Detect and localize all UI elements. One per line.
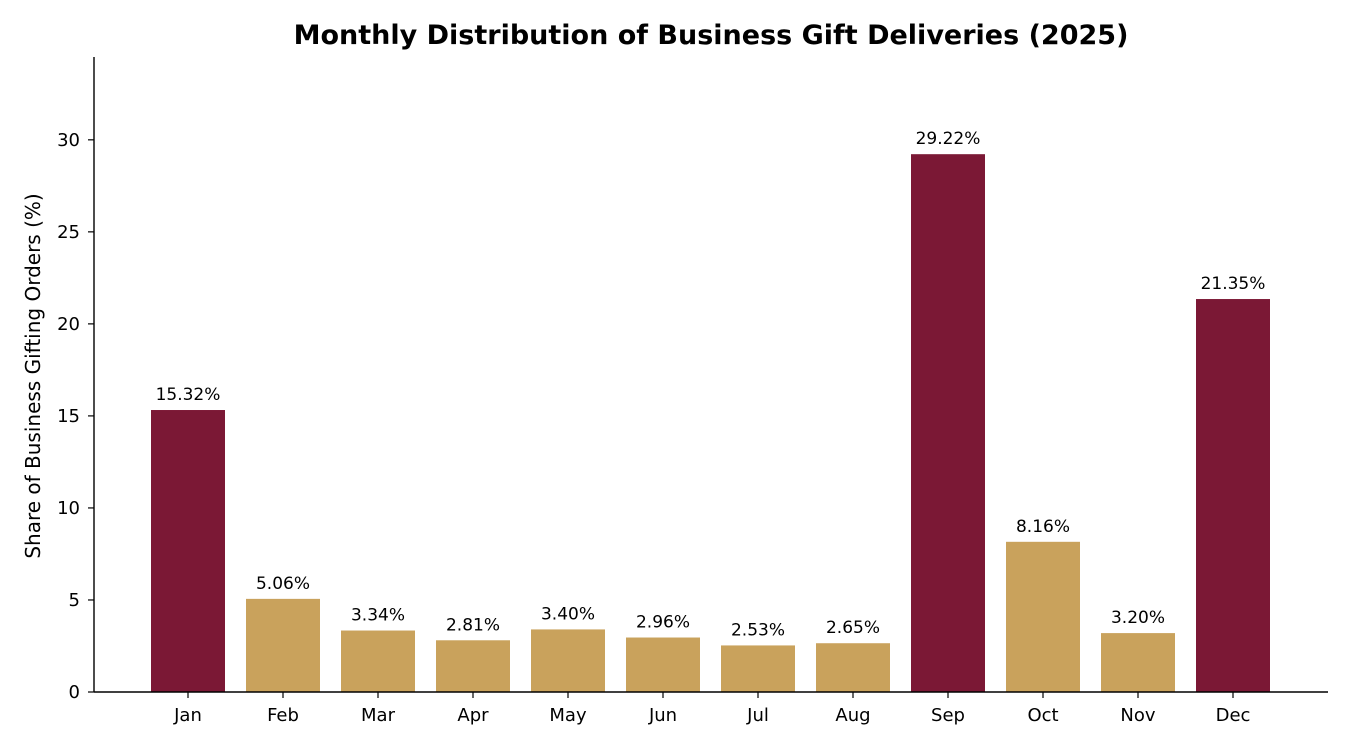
- data-label-aug: 2.65%: [826, 618, 880, 638]
- data-label-jan: 15.32%: [156, 385, 221, 405]
- x-tick-label-apr: Apr: [457, 705, 489, 726]
- x-tick-label-dec: Dec: [1216, 705, 1251, 726]
- x-tick-label-may: May: [549, 705, 587, 726]
- bar-oct: [1006, 541, 1080, 692]
- x-ticks-group: Jan Feb Mar Apr May Jun Jul Aug Sep Oct Nov Dec: [173, 692, 1250, 726]
- x-tick-label-feb: Feb: [267, 705, 299, 726]
- bars-group: [151, 154, 1270, 692]
- data-labels-group: 15.32% 5.06% 3.34% 2.81% 3.40% 2.96% 2.53% 2.65…: [156, 129, 1266, 640]
- bar-mar: [341, 630, 415, 692]
- y-tick-label-30: 30: [57, 130, 80, 151]
- bar-sep: [911, 154, 985, 692]
- bar-jun: [626, 637, 700, 692]
- data-label-feb: 5.06%: [256, 574, 310, 594]
- bar-nov: [1101, 633, 1175, 692]
- chart-title: Monthly Distribution of Business Gift De…: [294, 20, 1129, 51]
- x-tick-label-jul: Jul: [746, 705, 769, 726]
- y-ticks-group: 0 5 10 15 20 25 30: [57, 130, 94, 703]
- bar-jul: [721, 645, 795, 692]
- y-tick-label-10: 10: [57, 498, 80, 519]
- bar-jan: [151, 410, 225, 692]
- data-label-apr: 2.81%: [446, 615, 500, 635]
- y-axis-label: Share of Business Gifting Orders (%): [21, 193, 45, 558]
- x-tick-label-aug: Aug: [835, 705, 870, 726]
- bar-dec: [1196, 299, 1270, 692]
- bar-aug: [816, 643, 890, 692]
- y-tick-label-15: 15: [57, 406, 80, 427]
- x-tick-label-oct: Oct: [1027, 705, 1058, 726]
- data-label-may: 3.40%: [541, 604, 595, 624]
- bar-may: [531, 629, 605, 692]
- data-label-mar: 3.34%: [351, 606, 405, 626]
- x-tick-label-sep: Sep: [931, 705, 965, 726]
- data-label-dec: 21.35%: [1201, 274, 1266, 294]
- data-label-nov: 3.20%: [1111, 608, 1165, 628]
- x-tick-label-mar: Mar: [361, 705, 396, 726]
- x-tick-label-jun: Jun: [648, 705, 677, 726]
- y-tick-label-25: 25: [57, 222, 80, 243]
- data-label-oct: 8.16%: [1016, 517, 1070, 537]
- x-tick-label-nov: Nov: [1120, 705, 1155, 726]
- y-tick-label-5: 5: [69, 590, 80, 611]
- x-tick-label-jan: Jan: [173, 705, 202, 726]
- data-label-jul: 2.53%: [731, 620, 785, 640]
- bar-apr: [436, 640, 510, 692]
- bar-feb: [246, 598, 320, 692]
- data-label-jun: 2.96%: [636, 613, 690, 633]
- y-tick-label-0: 0: [69, 682, 80, 703]
- data-label-sep: 29.22%: [916, 129, 981, 149]
- y-tick-label-20: 20: [57, 314, 80, 335]
